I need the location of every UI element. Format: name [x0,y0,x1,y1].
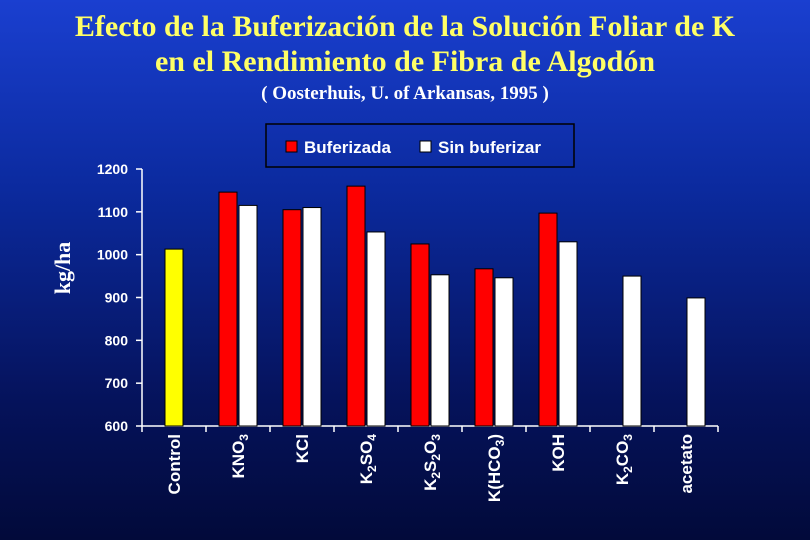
legend-box [265,123,575,168]
x-category-label: K(HCO3) [485,434,507,502]
y-tick-label: 900 [105,290,129,306]
bar-buferizada [410,243,430,427]
bar-sin-buferizar [238,204,258,427]
legend-label-buferizada: Buferizada [304,138,391,157]
y-tick-label: 1000 [97,247,128,263]
y-tick-label: 1200 [97,161,128,177]
y-tick-label: 800 [105,332,129,348]
bar-buferizada [346,185,366,427]
y-axis-label: kg/ha [50,242,75,295]
chart-subtitle: ( Oosterhuis, U. of Arkansas, 1995 ) [261,83,549,104]
x-category-label: Control [165,434,184,494]
bar-buferizada [282,209,302,427]
bar-buferizada [218,191,238,427]
bar-sin-buferizar [622,275,642,427]
y-tick-label: 1100 [98,204,129,220]
legend-swatch-buferizada [285,140,298,153]
x-category-label: KNO3 [229,434,251,479]
bar-sin-buferizar [558,241,578,427]
bar-sin-buferizar [366,231,386,427]
legend-swatch-sin-buferizar [419,140,432,153]
chart-title-line2: en el Rendimiento de Fibra de Algodón [154,45,656,78]
y-tick-label: 600 [105,418,129,434]
y-tick-label: 700 [105,375,129,391]
bar-sin-buferizar [686,297,706,427]
bar-sin-buferizar [494,277,514,427]
bar-sin-buferizar [302,207,322,427]
x-category-label: KCl [293,434,312,463]
x-category-label: K2S2O3 [421,434,443,491]
x-category-label: KOH [549,434,568,472]
chart-title-line1: Efecto de la Buferización de la Solución… [74,10,736,43]
legend-label-sin-buferizar: Sin buferizar [438,138,541,157]
bar-sin-buferizar [430,274,450,427]
x-category-label: acetato [677,434,696,494]
x-category-label: K2SO4 [357,434,379,485]
x-category-label: K2CO3 [613,434,635,485]
bar-control [164,248,184,427]
bar-buferizada [474,268,494,427]
bar-buferizada [538,212,558,427]
